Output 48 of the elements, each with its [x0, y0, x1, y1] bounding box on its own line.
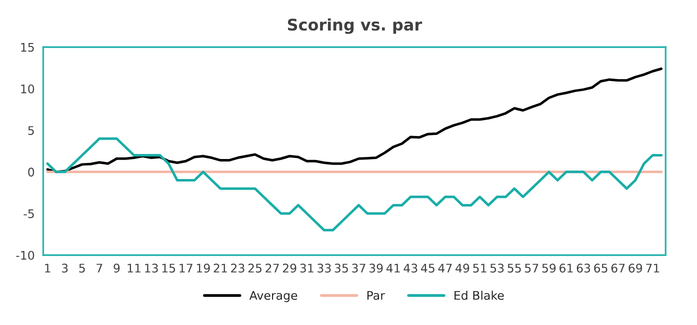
legend-label: Ed Blake: [454, 290, 504, 300]
x-tick-label: 37: [352, 264, 366, 273]
x-tick-label: 51: [473, 264, 486, 273]
x-tick-label: 45: [420, 264, 434, 273]
x-tick-label: 65: [594, 264, 608, 273]
y-tick-label: -5: [24, 209, 34, 218]
x-tick-label: 69: [628, 264, 642, 273]
y-tick-label: 0: [28, 168, 34, 177]
x-tick-label: 41: [386, 264, 400, 272]
x-tick-label: 19: [196, 264, 210, 273]
x-tick-label: 15: [162, 264, 176, 273]
x-tick-label: 53: [490, 264, 504, 273]
x-tick-label: 67: [611, 264, 625, 273]
y-tick-label: 15: [21, 43, 34, 52]
line-series: [46, 68, 663, 174]
x-tick-label: 71: [646, 264, 660, 272]
x-tick-label: 5: [79, 264, 85, 273]
x-tick-label: 61: [560, 264, 573, 273]
x-tick-label: 7: [96, 264, 102, 272]
chart-title: Scoring vs. par: [288, 18, 422, 34]
x-tick-label: 33: [318, 264, 331, 273]
x-tick-label: 1: [45, 264, 50, 272]
x-tick-label: 21: [214, 264, 227, 272]
x-tick-label: 47: [438, 264, 452, 272]
legend-label: Par: [367, 291, 385, 300]
x-tick-label: 39: [369, 264, 383, 273]
x-tick-label: 11: [128, 264, 140, 272]
x-tick-label: 13: [145, 264, 158, 273]
y-tick-label: -10: [16, 250, 34, 260]
x-tick-label: 57: [525, 264, 538, 273]
x-tick-label: 35: [334, 264, 348, 273]
y-tick-label: 5: [28, 126, 34, 135]
y-tick-label: 10: [21, 84, 34, 94]
x-tick-label: 29: [282, 264, 296, 273]
x-tick-label: 9: [114, 264, 120, 273]
x-tick-label: 59: [542, 264, 556, 273]
line-series: [46, 137, 663, 232]
x-tick-label: 55: [508, 264, 521, 273]
legend-label: Average: [249, 291, 298, 302]
x-tick-label: 17: [180, 264, 192, 272]
x-tick-label: 25: [248, 264, 262, 273]
x-tick-label: 63: [576, 264, 590, 273]
x-tick-label: 27: [266, 264, 279, 272]
x-tick-label: 31: [300, 264, 314, 273]
x-tick-label: 49: [456, 264, 470, 273]
x-tick-label: 3: [62, 264, 68, 273]
x-tick-label: 23: [231, 264, 244, 273]
x-tick-label: 43: [404, 264, 418, 273]
